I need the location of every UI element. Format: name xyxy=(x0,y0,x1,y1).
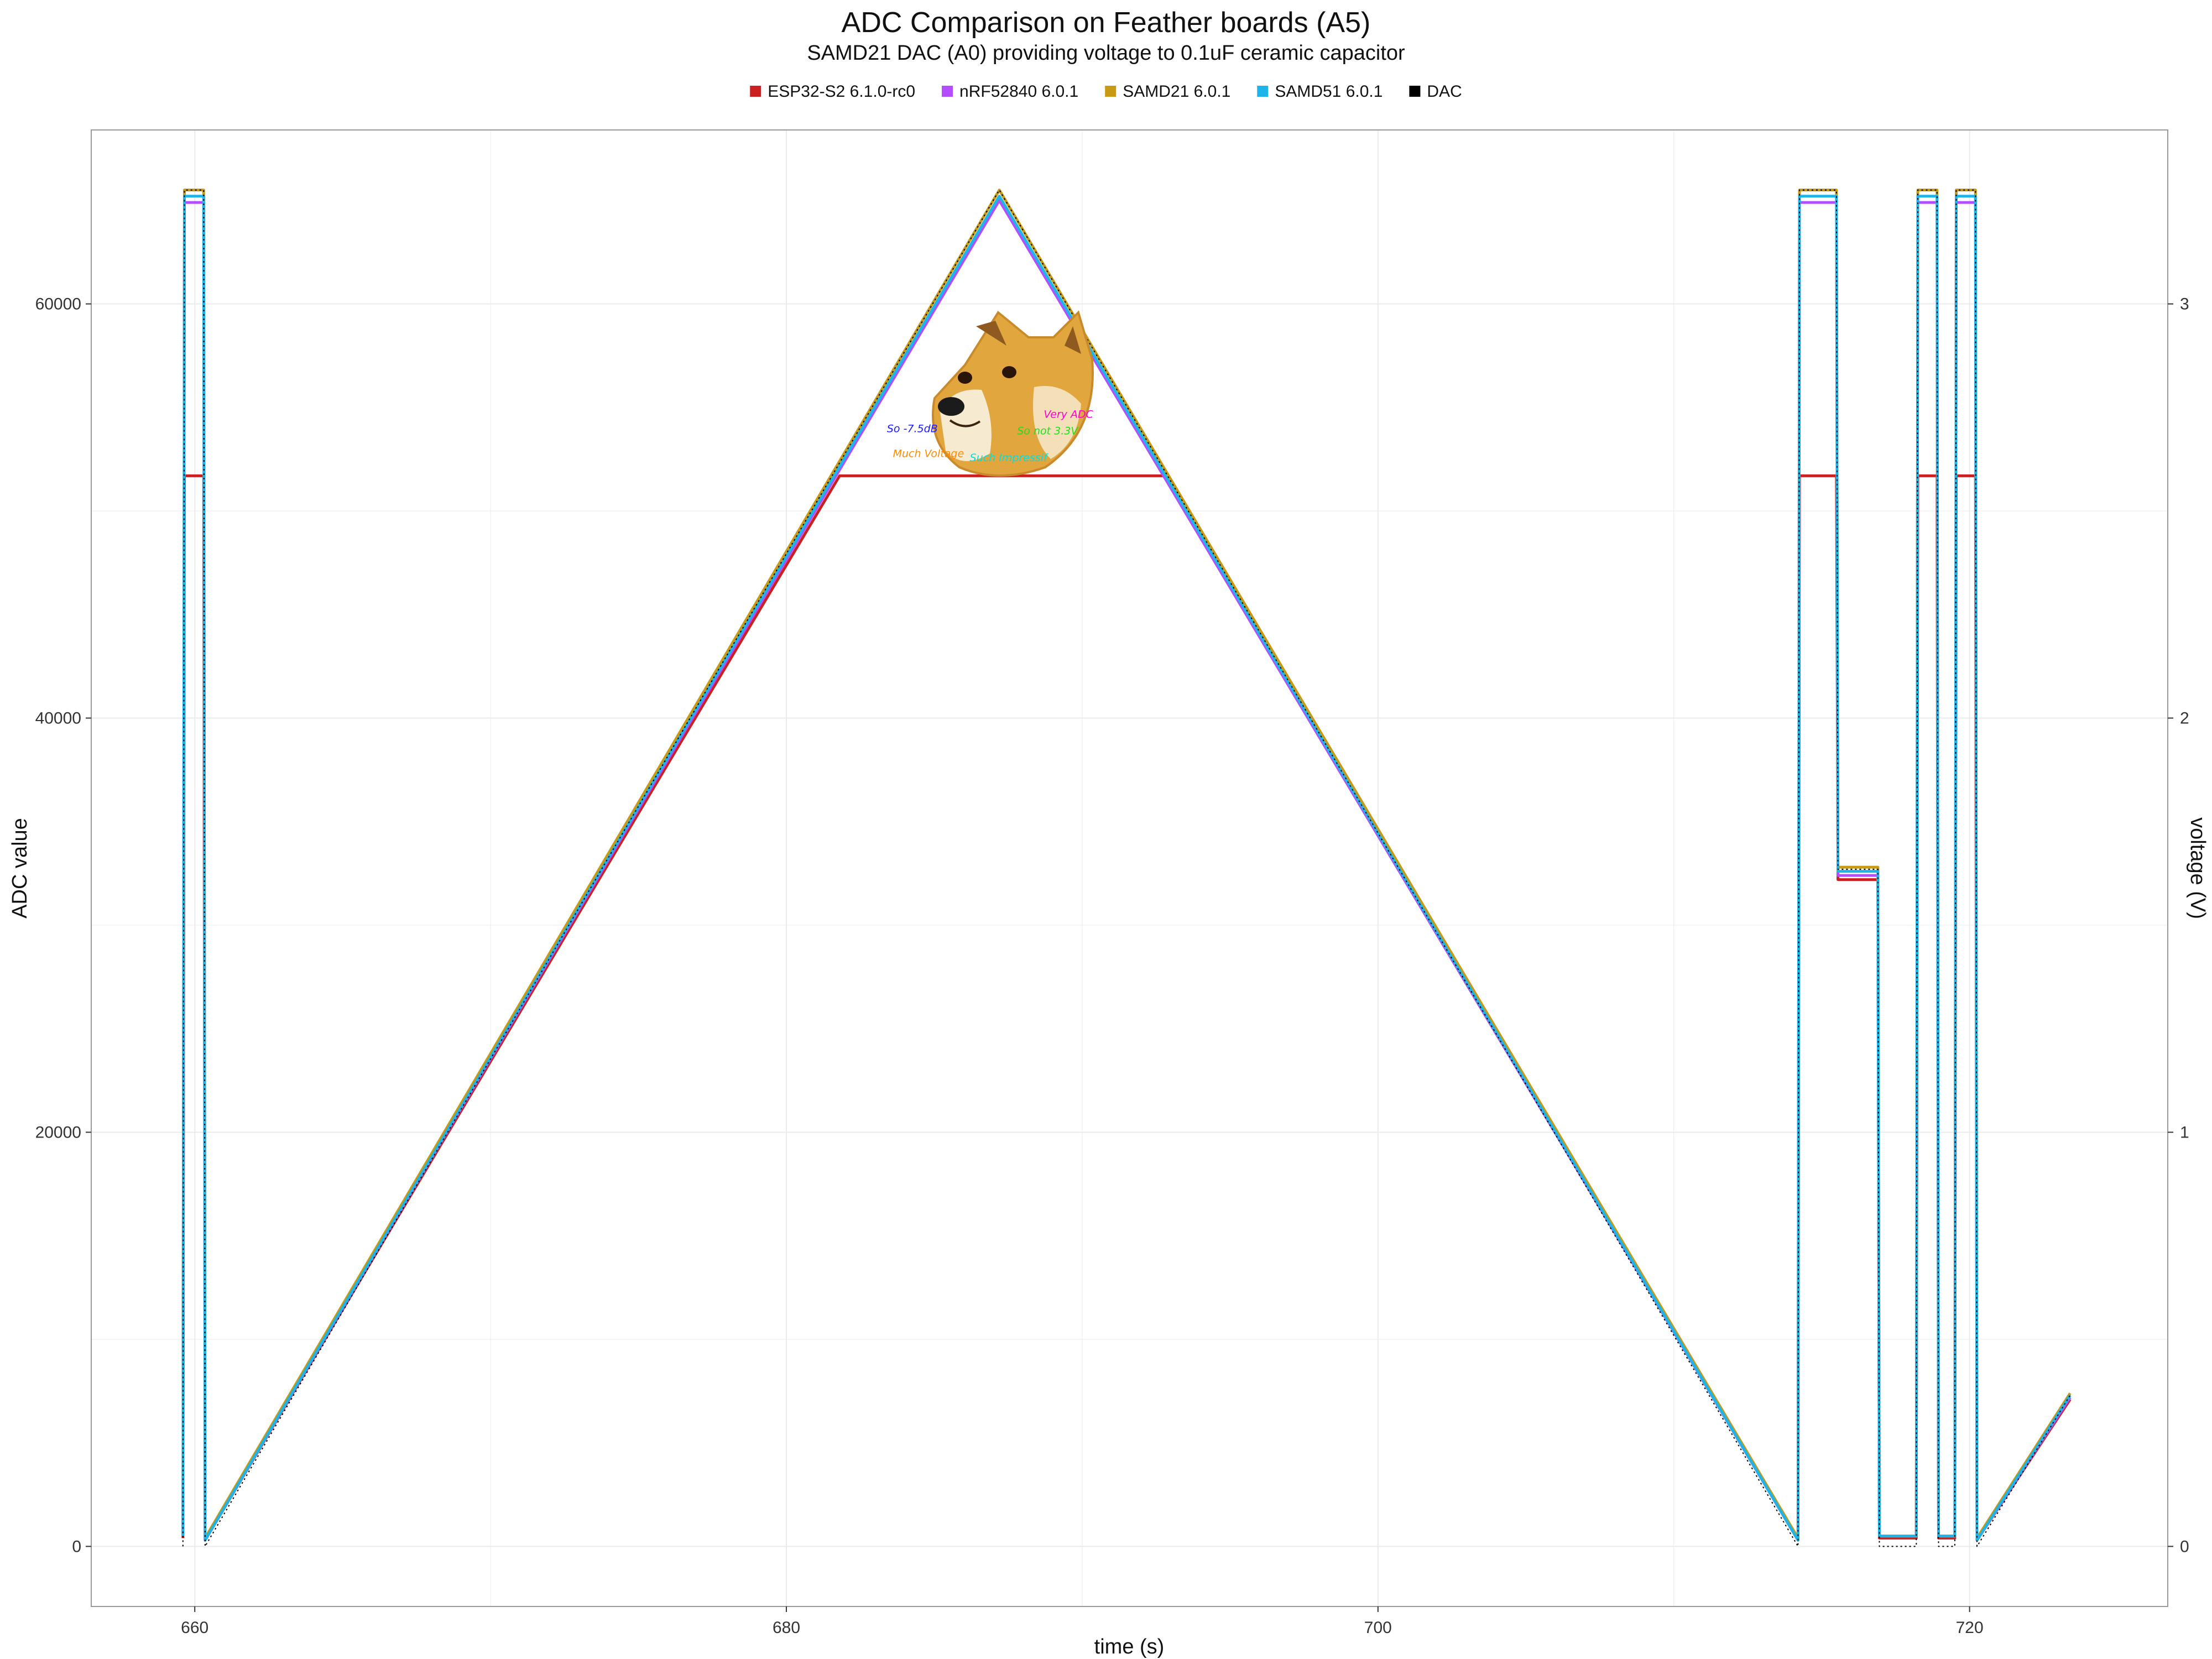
legend-swatch xyxy=(942,86,953,97)
legend-label: SAMD21 6.0.1 xyxy=(1123,82,1230,101)
doge-head-icon xyxy=(932,310,1094,477)
y2-tick-label: 0 xyxy=(2180,1537,2189,1556)
y-tick-label: 60000 xyxy=(35,295,81,314)
y2-tick-label: 2 xyxy=(2180,709,2189,728)
y-axis-ticks: 0 20000 40000 60000 xyxy=(35,295,91,1556)
legend-swatch xyxy=(1257,86,1269,97)
chart-subtitle: SAMD21 DAC (A0) providing voltage to 0.1… xyxy=(807,41,1405,65)
x-axis-ticks: 660 680 700 720 xyxy=(181,1606,1984,1637)
legend-label: DAC xyxy=(1427,82,1462,101)
legend-label: ESP32-S2 6.1.0-rc0 xyxy=(768,82,915,101)
x-tick-label: 660 xyxy=(181,1619,208,1637)
y2-tick-label: 3 xyxy=(2180,295,2189,314)
y2-axis-ticks: 0 1 2 3 xyxy=(2168,295,2189,1556)
series-line-3 xyxy=(181,195,2072,1542)
legend-swatch xyxy=(1105,86,1117,97)
x-tick-label: 680 xyxy=(773,1619,800,1637)
annotation-label: Such Impressif xyxy=(970,452,1049,464)
y2-tick-label: 1 xyxy=(2180,1123,2189,1141)
legend-swatch xyxy=(750,86,761,97)
annotation-label: Much Voltage xyxy=(893,448,964,460)
x-tick-label: 700 xyxy=(1364,1619,1392,1637)
series-line-4 xyxy=(182,189,2071,1547)
legend-swatch xyxy=(1409,86,1421,97)
y-tick-label: 40000 xyxy=(35,709,81,728)
annotation-label: So not 3.3V xyxy=(1017,425,1079,437)
y-tick-label: 0 xyxy=(72,1537,81,1556)
x-tick-label: 720 xyxy=(1956,1619,1984,1637)
y2-axis-label: voltage (V) xyxy=(2186,817,2209,919)
series-lines xyxy=(181,189,2072,1547)
legend: ESP32-S2 6.1.0-rc0 nRF52840 6.0.1 SAMD21 6… xyxy=(750,82,1462,101)
legend-label: nRF52840 6.0.1 xyxy=(959,82,1078,101)
annotation-label: Very ADC xyxy=(1044,409,1093,421)
grid-lines xyxy=(91,130,2168,1606)
meme-annotations: So -7.5dB Much Voltage Very ADC So not 3.3V… xyxy=(887,409,1094,465)
chart-title: ADC Comparison on Feather boards (A5) xyxy=(842,7,1371,39)
plot-border xyxy=(91,129,2168,1607)
y-axis-label: ADC value xyxy=(8,818,32,919)
legend-label: SAMD51 6.0.1 xyxy=(1275,82,1383,101)
y-tick-label: 20000 xyxy=(35,1123,81,1141)
x-axis-label: time (s) xyxy=(1094,1635,1165,1658)
annotation-label: So -7.5dB xyxy=(887,423,938,435)
plot-panel xyxy=(91,130,2168,1606)
